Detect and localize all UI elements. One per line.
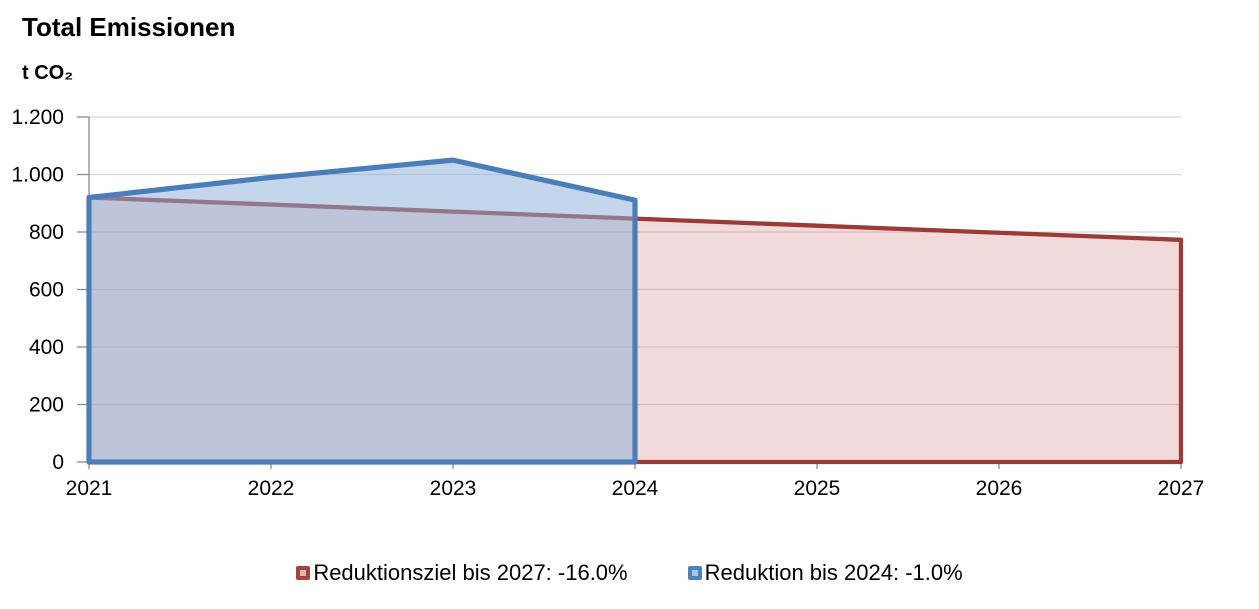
area-series-2 (86, 157, 638, 465)
y-axis-tick-label: 1.200 (11, 106, 64, 129)
x-axis-tick-label: 2023 (430, 477, 477, 500)
y-axis-tick-label: 400 (29, 336, 64, 359)
x-axis-tick-label: 2027 (1158, 477, 1205, 500)
y-axis-tick-label: 200 (29, 394, 64, 417)
legend-marker-icon (687, 566, 702, 580)
chart-legend: Reduktionsziel bis 2027: -16.0% Reduktion… (0, 560, 1259, 586)
chart-title: Total Emissionen (22, 12, 236, 42)
legend-label: Reduktion bis 2024: -1.0% (704, 560, 963, 585)
y-axis-tick-label: 1.000 (11, 164, 64, 187)
legend-item: Reduktionsziel bis 2027: -16.0% (296, 560, 628, 586)
y-axis-tick-label: 0 (52, 451, 64, 474)
x-axis-tick-label: 2021 (66, 477, 113, 500)
chart-plot-area: 0 200 400 600 800 1.000 1.200 2021 2022 2023 2024 2… (11, 106, 1205, 500)
x-axis-tick-label: 2024 (612, 477, 659, 500)
legend-marker-icon (296, 566, 311, 580)
y-axis-tick-label: 800 (29, 221, 64, 244)
legend-item: Reduktion bis 2024: -1.0% (687, 560, 963, 586)
x-axis-tick-label: 2022 (248, 477, 295, 500)
x-axis-tick-label: 2026 (976, 477, 1023, 500)
x-axis-tick-label: 2025 (794, 477, 841, 500)
y-axis-tick-label: 600 (29, 279, 64, 302)
legend-label: Reduktionsziel bis 2027: -16.0% (313, 560, 628, 585)
y-axis-unit-label: t CO₂ (22, 62, 74, 84)
